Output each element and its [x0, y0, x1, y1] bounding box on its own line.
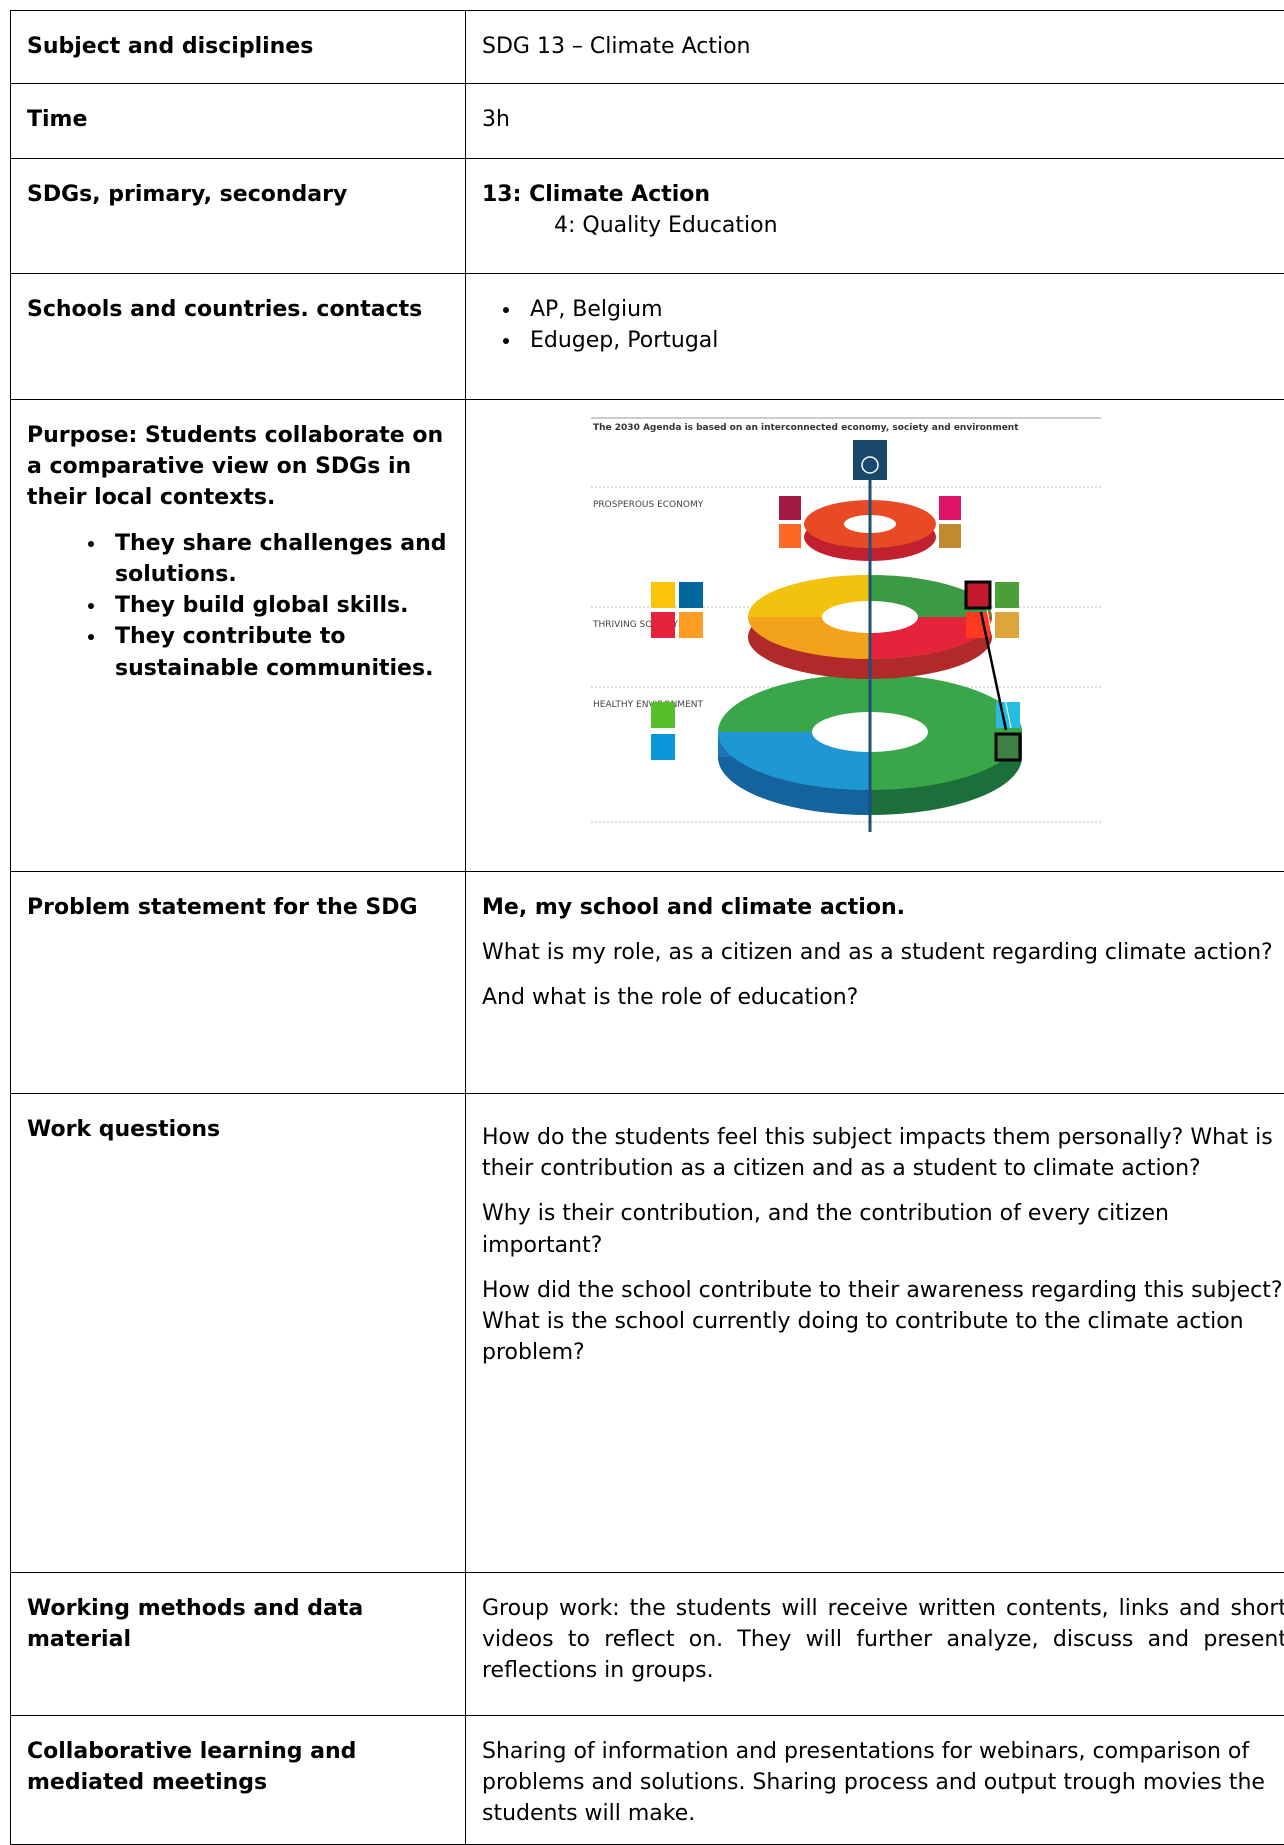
- cell: AP, Belgium Edugep, Portugal: [466, 274, 1284, 400]
- list-item: Edugep, Portugal: [522, 325, 1284, 356]
- paragraph: Why is their contribution, and the contr…: [482, 1198, 1284, 1260]
- list-item: They contribute to sustainable communiti…: [107, 621, 449, 683]
- secondary: 4: Quality Education: [482, 210, 1284, 241]
- row: Time 3h: [11, 84, 1284, 159]
- paragraph: Sharing of information and presentations…: [482, 1736, 1284, 1830]
- row: SDGs, primary, secondary 13: Climate Act…: [11, 159, 1284, 274]
- cell: How do the students feel this subject im…: [466, 1094, 1284, 1573]
- lesson-table: Subject and disciplines SDG 13 – Climate…: [10, 10, 1284, 1845]
- paragraph: How did the school contribute to their a…: [482, 1275, 1284, 1369]
- paragraph: And what is the role of education?: [482, 982, 1284, 1013]
- label: Work questions: [11, 1094, 466, 1573]
- paragraph: How do the students feel this subject im…: [482, 1122, 1284, 1184]
- sdg-figure: The 2030 Agenda is based on an interconn…: [591, 412, 1111, 842]
- row: Problem statement for the SDG Me, my sch…: [11, 872, 1284, 1094]
- label: Collaborative learning and mediated meet…: [11, 1716, 466, 1845]
- row: Work questions How do the students feel …: [11, 1094, 1284, 1573]
- row: Purpose: Students collaborate on a compa…: [11, 400, 1284, 872]
- list: AP, Belgium Edugep, Portugal: [482, 294, 1284, 356]
- row: Collaborative learning and mediated meet…: [11, 1716, 1284, 1845]
- primary: 13: Climate Action: [482, 179, 1284, 210]
- cell: Sharing of information and presentations…: [466, 1716, 1284, 1845]
- level-label: HEALTHY ENVIRONMENT: [593, 700, 703, 710]
- cell: 3h: [466, 84, 1284, 159]
- cell: The 2030 Agenda is based on an interconn…: [466, 400, 1284, 872]
- label: Purpose: Students collaborate on a compa…: [27, 420, 449, 514]
- row: Schools and countries. contacts AP, Belg…: [11, 274, 1284, 400]
- row: Subject and disciplines SDG 13 – Climate…: [11, 11, 1284, 84]
- text: SDG 13 – Climate Action: [482, 34, 750, 59]
- list-item: They build global skills.: [107, 590, 449, 621]
- label: Time: [11, 84, 466, 159]
- paragraph: What is my role, as a citizen and as a s…: [482, 937, 1284, 968]
- list: They share challenges and solutions. The…: [27, 528, 449, 684]
- heading: Me, my school and climate action.: [482, 892, 1284, 923]
- level-label: PROSPEROUS ECONOMY: [593, 500, 704, 510]
- list-item: AP, Belgium: [522, 294, 1284, 325]
- label-cell: Purpose: Students collaborate on a compa…: [11, 400, 466, 872]
- cell: SDG 13 – Climate Action: [466, 11, 1284, 84]
- cell: 13: Climate Action 4: Quality Education: [466, 159, 1284, 274]
- label: Problem statement for the SDG: [11, 872, 466, 1094]
- cell: Me, my school and climate action. What i…: [466, 872, 1284, 1094]
- text: 3h: [482, 107, 510, 132]
- list-item: They share challenges and solutions.: [107, 528, 449, 590]
- label: SDGs, primary, secondary: [11, 159, 466, 274]
- label: Working methods and data material: [11, 1573, 466, 1716]
- label: Schools and countries. contacts: [11, 274, 466, 400]
- page: Subject and disciplines SDG 13 – Climate…: [0, 0, 1284, 1786]
- paragraph: Group work: the students will receive wr…: [482, 1593, 1284, 1687]
- cell: Group work: the students will receive wr…: [466, 1573, 1284, 1716]
- row: Working methods and data material Group …: [11, 1573, 1284, 1716]
- label: Subject and disciplines: [11, 11, 466, 84]
- figure-title: The 2030 Agenda is based on an interconn…: [593, 423, 1019, 433]
